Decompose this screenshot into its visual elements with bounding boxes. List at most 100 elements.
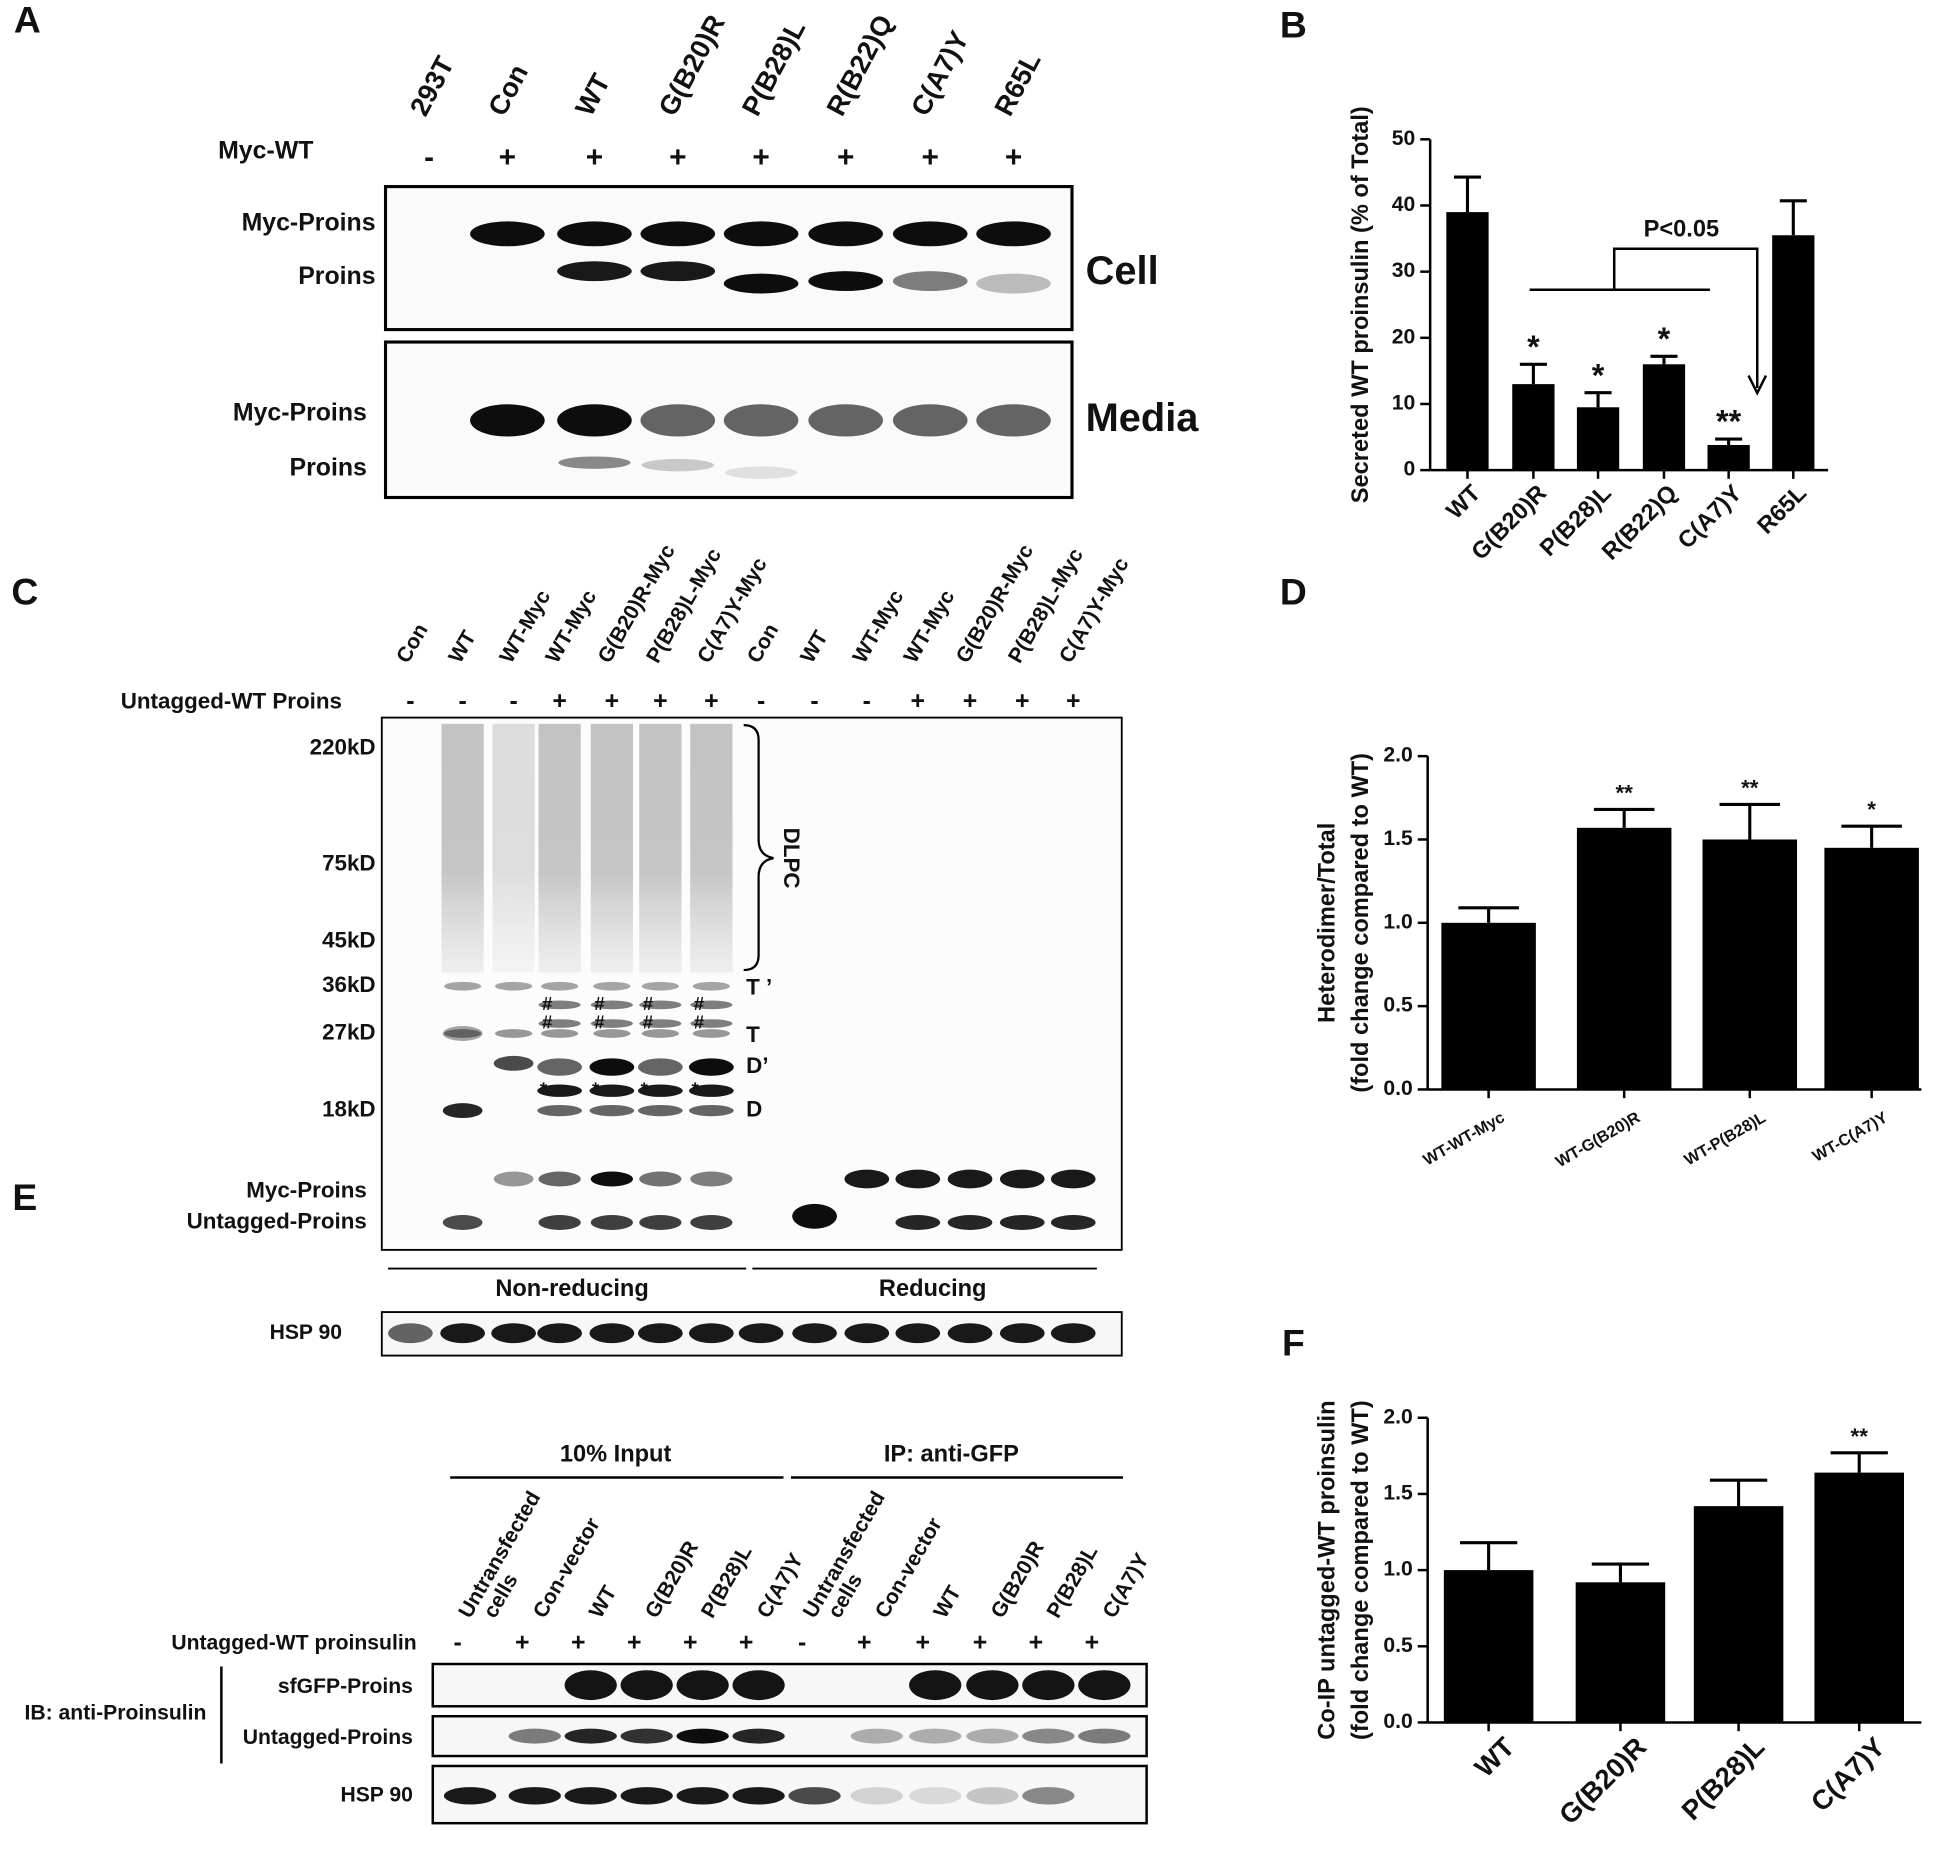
band (1050, 1215, 1096, 1230)
y-axis-label: Co-IP untagged-WT proinsulin (1314, 1400, 1340, 1739)
y-tick-label: 20 (1392, 325, 1415, 348)
bar (1772, 235, 1815, 471)
band (999, 1215, 1045, 1230)
bar (1576, 407, 1620, 471)
sign: + (586, 141, 603, 174)
smear (538, 723, 581, 973)
red-mark: * (540, 1079, 548, 1100)
band (470, 404, 545, 437)
sign: + (499, 141, 516, 174)
band (688, 1323, 734, 1344)
bar (1512, 384, 1555, 471)
band (732, 1670, 785, 1701)
panel-label: E (12, 1176, 37, 1218)
band (690, 1215, 733, 1230)
significance: * (1592, 357, 1605, 393)
sign: - (454, 1629, 462, 1657)
band (909, 1728, 962, 1744)
band (966, 1728, 1019, 1744)
band (538, 1019, 581, 1028)
band (1050, 1169, 1096, 1189)
bar (1702, 839, 1798, 1090)
band (590, 1000, 634, 1010)
band (589, 1104, 635, 1117)
group-label: 10% Input (560, 1441, 672, 1467)
band (558, 456, 631, 469)
band (540, 981, 579, 991)
band (792, 1323, 837, 1344)
sign: + (837, 141, 854, 174)
marker-label: 18kD (322, 1097, 376, 1122)
band (564, 1670, 617, 1701)
blot-title: Media (1086, 396, 1200, 440)
band-label: Untagged-Proins (243, 1726, 413, 1749)
sign: + (1085, 1629, 1100, 1657)
y-tick-label: 10 (1392, 392, 1415, 415)
arrow-head (1747, 375, 1768, 396)
band (637, 1104, 683, 1117)
significance: * (1658, 321, 1671, 357)
smear (492, 723, 535, 973)
band (788, 1787, 841, 1805)
sign: + (1029, 1629, 1044, 1657)
band-label: Untagged-Proins (187, 1208, 367, 1233)
sign: + (669, 141, 686, 174)
condition-label: Non-reducing (495, 1276, 648, 1302)
band (442, 1215, 483, 1230)
band (723, 273, 799, 294)
sign: + (1005, 141, 1022, 174)
band (723, 404, 799, 437)
sign: + (752, 141, 769, 174)
band (443, 981, 482, 991)
blot-frame (380, 716, 1123, 1251)
band (976, 273, 1051, 294)
band (844, 1323, 890, 1344)
row-label: Untagged-WT proinsulin (171, 1632, 416, 1655)
band (966, 1787, 1019, 1805)
red-mark: * (641, 1079, 649, 1100)
smear (690, 723, 733, 973)
sign: + (627, 1629, 642, 1657)
sign: - (798, 1629, 806, 1657)
band (1078, 1670, 1131, 1701)
y-tick-label: 40 (1392, 193, 1415, 216)
bar (1446, 212, 1489, 471)
marker-label: 75kD (322, 850, 376, 875)
species-label: D (746, 1097, 762, 1122)
panel-label: A (14, 0, 41, 40)
sign: + (552, 687, 567, 715)
sign: + (911, 687, 926, 715)
band (732, 1728, 785, 1744)
band (442, 1103, 483, 1119)
sign: + (739, 1629, 754, 1657)
band (639, 1000, 682, 1010)
sign: + (922, 141, 939, 174)
band (792, 1203, 837, 1229)
significance: * (1867, 797, 1876, 822)
sign: + (704, 687, 719, 715)
annotation: P<0.05 (1644, 216, 1720, 242)
y-tick-label: 50 (1392, 127, 1415, 150)
band (537, 1084, 583, 1097)
band (589, 1323, 635, 1344)
band-label: Proins (298, 262, 375, 290)
band (676, 1787, 729, 1805)
y-tick-label: 30 (1392, 259, 1415, 282)
band (540, 1029, 579, 1038)
band (895, 1215, 941, 1230)
sign: + (1066, 687, 1081, 715)
species-label: T (746, 1022, 760, 1047)
band (491, 1323, 537, 1344)
significance: ** (1851, 1424, 1869, 1449)
band (494, 981, 533, 991)
band (1050, 1323, 1096, 1344)
blot-frame (383, 185, 1074, 332)
sign: + (653, 687, 668, 715)
y-tick-label: 0.5 (1383, 1634, 1413, 1657)
band (690, 1000, 733, 1010)
marker-label: 45kD (322, 927, 376, 952)
bar (1441, 922, 1536, 1090)
sign: - (863, 687, 871, 715)
band (1022, 1787, 1075, 1805)
band (538, 1171, 581, 1187)
